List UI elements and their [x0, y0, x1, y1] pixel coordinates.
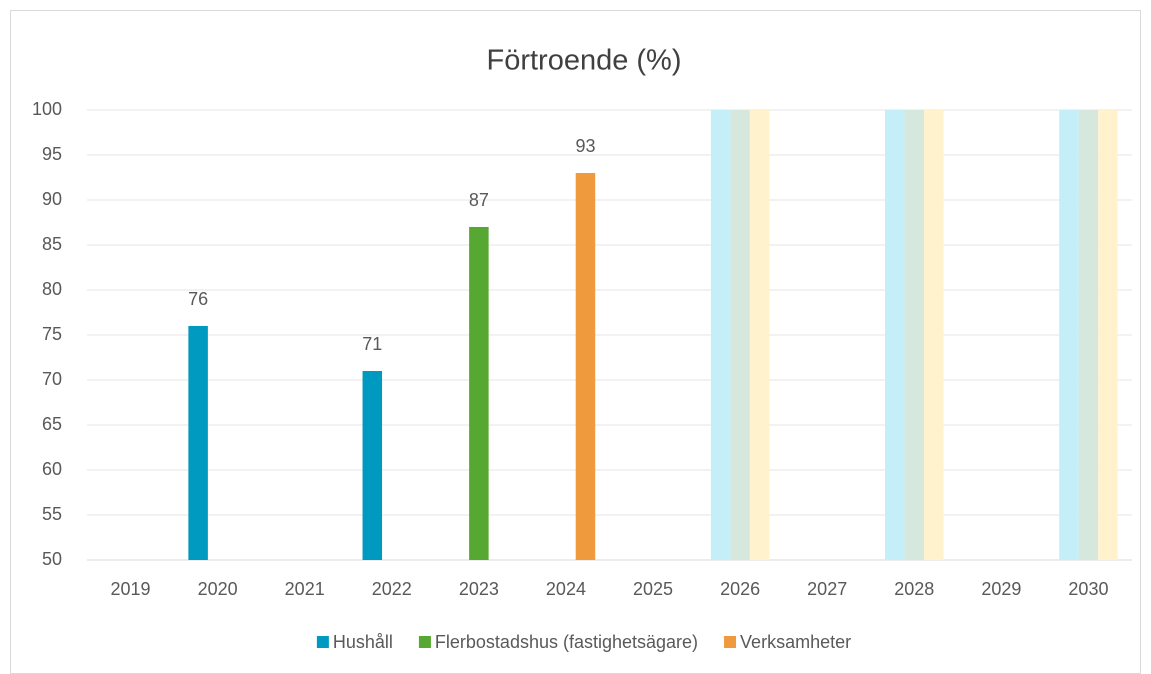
legend-label: Verksamheter: [740, 632, 851, 652]
bar: [188, 326, 208, 560]
x-tick-label: 2024: [546, 579, 586, 599]
target-bar: [1098, 110, 1118, 560]
bar: [575, 173, 596, 560]
y-tick-label: 55: [42, 504, 62, 524]
bar: [362, 371, 383, 560]
chart-title: Förtroende (%): [486, 45, 681, 77]
data-label: 71: [362, 334, 382, 354]
target-bar: [730, 110, 750, 560]
target-bar: [710, 110, 731, 560]
x-tick-label: 2022: [372, 579, 412, 599]
data-label: 93: [575, 136, 595, 156]
legend-swatch: [418, 636, 431, 648]
legend-label: Flerbostadshus (fastighetsägare): [435, 632, 698, 652]
x-tick-label: 2020: [198, 579, 238, 599]
y-tick-label: 70: [42, 369, 62, 389]
y-tick-label: 100: [32, 99, 62, 119]
y-tick-label: 75: [42, 324, 62, 344]
y-tick-label: 95: [42, 144, 62, 164]
target-bar: [924, 110, 944, 560]
x-tick-label: 2030: [1068, 579, 1108, 599]
y-tick-label: 85: [42, 234, 62, 254]
y-tick-label: 90: [42, 189, 62, 209]
legend-swatch: [316, 636, 329, 648]
target-bar: [1059, 110, 1079, 560]
legend-swatch: [724, 636, 737, 648]
x-tick-label: 2027: [807, 579, 847, 599]
data-label: 87: [469, 190, 489, 210]
x-tick-label: 2021: [285, 579, 325, 599]
target-bar: [1078, 110, 1099, 560]
legend-label: Hushåll: [333, 632, 393, 652]
x-tick-label: 2028: [894, 579, 934, 599]
x-tick-label: 2025: [633, 579, 673, 599]
x-tick-label: 2026: [720, 579, 760, 599]
data-label: 76: [188, 289, 208, 309]
target-bar: [885, 110, 905, 560]
y-tick-label: 60: [42, 459, 62, 479]
bar: [469, 227, 489, 560]
y-tick-label: 80: [42, 279, 62, 299]
x-tick-label: 2019: [111, 579, 151, 599]
x-tick-label: 2029: [981, 579, 1021, 599]
y-tick-label: 50: [42, 549, 62, 569]
x-tick-label: 2023: [459, 579, 499, 599]
y-tick-label: 65: [42, 414, 62, 434]
target-bar: [749, 110, 770, 560]
target-bar: [904, 110, 925, 560]
